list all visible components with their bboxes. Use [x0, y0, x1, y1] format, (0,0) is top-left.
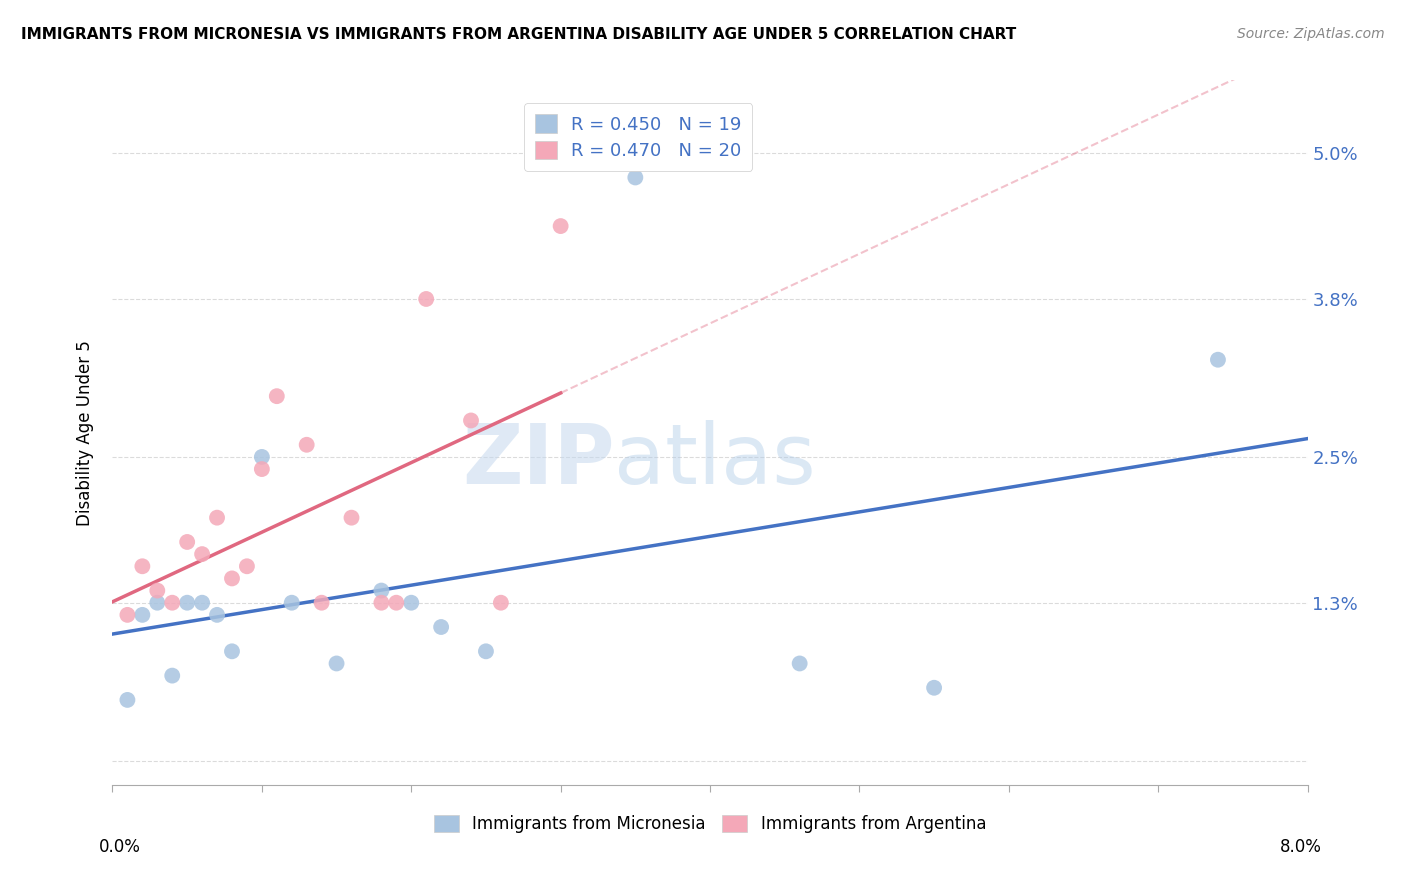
- Point: [117, 693, 139, 707]
- Point: [550, 219, 572, 233]
- Point: [789, 657, 811, 671]
- Point: [221, 571, 243, 585]
- Point: [236, 559, 259, 574]
- Text: IMMIGRANTS FROM MICRONESIA VS IMMIGRANTS FROM ARGENTINA DISABILITY AGE UNDER 5 C: IMMIGRANTS FROM MICRONESIA VS IMMIGRANTS…: [21, 27, 1017, 42]
- Point: [146, 583, 169, 598]
- Text: atlas: atlas: [614, 420, 815, 501]
- Point: [922, 681, 945, 695]
- Point: [460, 413, 482, 427]
- Text: 8.0%: 8.0%: [1279, 838, 1322, 856]
- Point: [250, 450, 273, 464]
- Y-axis label: Disability Age Under 5: Disability Age Under 5: [76, 340, 94, 525]
- Point: [370, 596, 392, 610]
- Point: [325, 657, 347, 671]
- Point: [489, 596, 512, 610]
- Point: [385, 596, 408, 610]
- Text: 0.0%: 0.0%: [98, 838, 141, 856]
- Text: ZIP: ZIP: [463, 420, 614, 501]
- Point: [266, 389, 288, 403]
- Point: [295, 438, 318, 452]
- Text: Source: ZipAtlas.com: Source: ZipAtlas.com: [1237, 27, 1385, 41]
- Point: [624, 170, 647, 185]
- Point: [205, 510, 228, 524]
- Point: [401, 596, 423, 610]
- Point: [162, 596, 183, 610]
- Point: [1206, 352, 1229, 367]
- Point: [205, 607, 228, 622]
- Point: [176, 535, 198, 549]
- Point: [475, 644, 498, 658]
- Point: [311, 596, 333, 610]
- Point: [430, 620, 453, 634]
- Point: [176, 596, 198, 610]
- Point: [340, 510, 363, 524]
- Legend: Immigrants from Micronesia, Immigrants from Argentina: Immigrants from Micronesia, Immigrants f…: [427, 808, 993, 840]
- Point: [370, 583, 392, 598]
- Point: [117, 607, 139, 622]
- Point: [162, 668, 183, 682]
- Point: [191, 547, 214, 561]
- Point: [131, 607, 153, 622]
- Point: [146, 596, 169, 610]
- Point: [221, 644, 243, 658]
- Point: [131, 559, 153, 574]
- Point: [250, 462, 273, 476]
- Point: [191, 596, 214, 610]
- Point: [281, 596, 304, 610]
- Point: [415, 292, 437, 306]
